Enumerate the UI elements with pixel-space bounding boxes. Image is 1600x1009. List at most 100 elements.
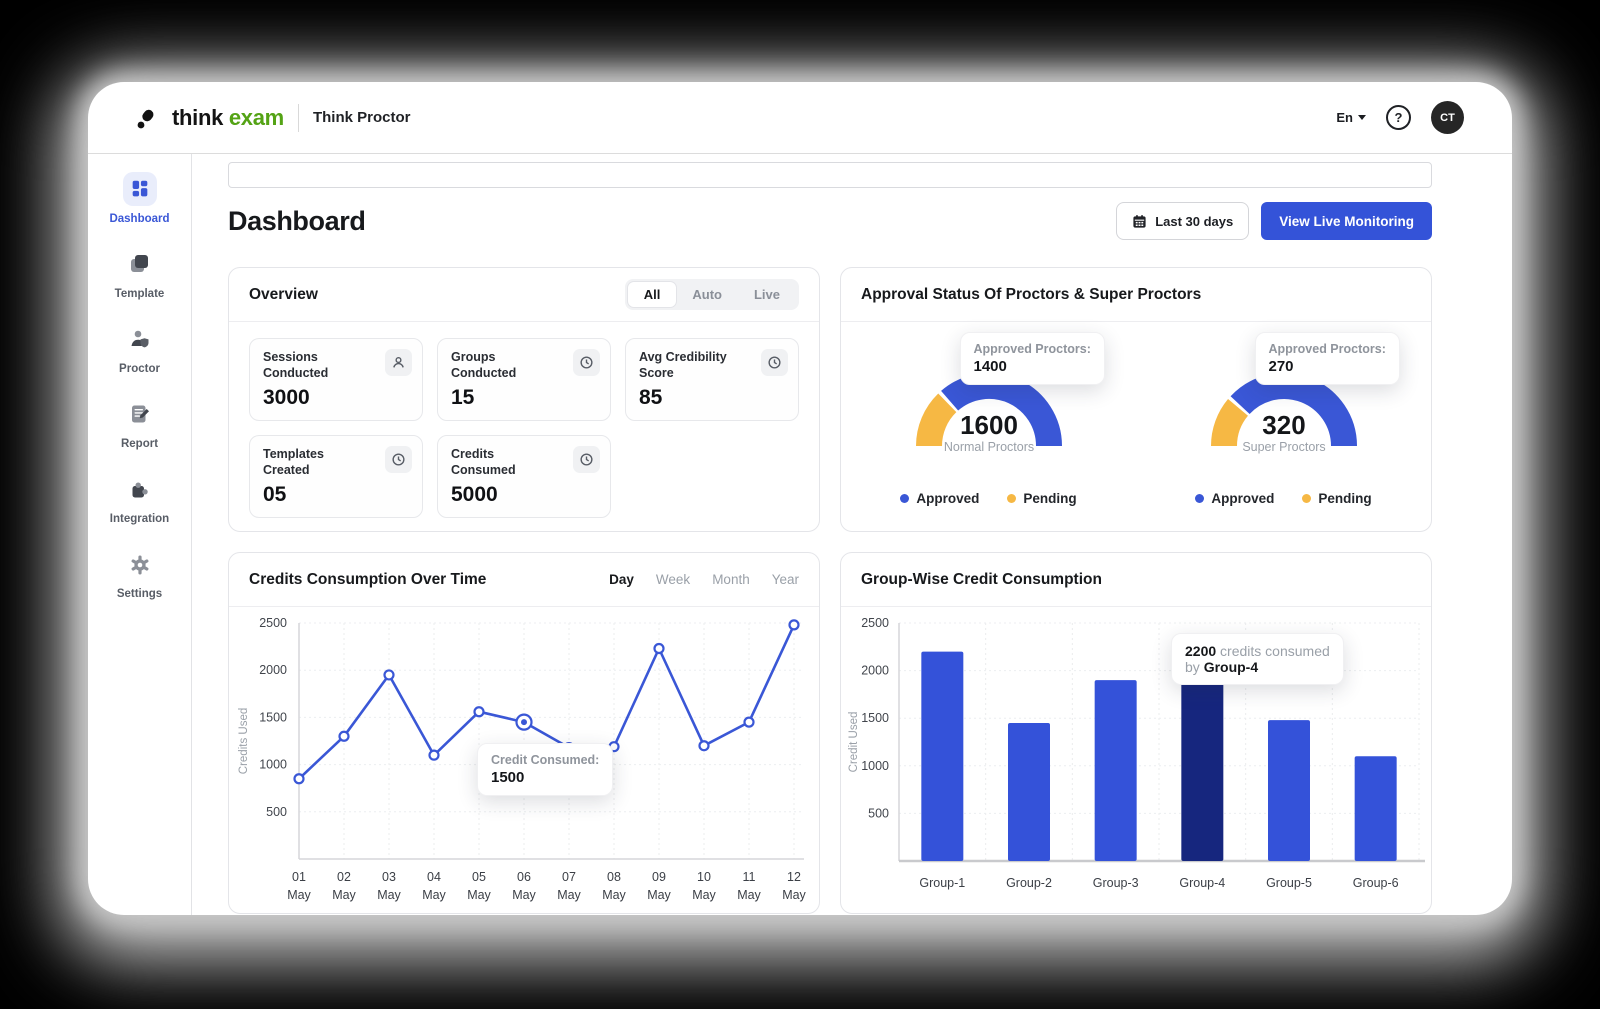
app-window: think exam Think Proctor En ? CT Dashboa…: [88, 82, 1512, 915]
approval-status-title: Approval Status Of Proctors & Super Proc…: [861, 285, 1202, 303]
data-point[interactable]: [743, 716, 755, 728]
stat-label: Credits Consumed: [451, 447, 516, 477]
line-tab-day[interactable]: Day: [609, 572, 634, 587]
legend-dot-icon: [1007, 494, 1017, 503]
header-actions: Last 30 days View Live Monitoring: [1116, 202, 1432, 240]
svg-text:May: May: [332, 888, 356, 902]
data-point[interactable]: [338, 730, 350, 742]
brand: think exam Think Proctor: [136, 103, 411, 132]
clock-icon: [761, 349, 788, 376]
bar-group-1[interactable]: [921, 651, 964, 861]
product-name: Think Proctor: [312, 109, 411, 126]
date-filter-button[interactable]: Last 30 days: [1116, 202, 1250, 240]
line-chart[interactable]: 500 1000 1500 2000 2500 Credits Used 01 May 02 Ma…: [229, 607, 819, 915]
clock-icon: [573, 349, 600, 376]
data-point[interactable]: [788, 619, 800, 631]
legend-dot-icon: [1195, 494, 1205, 503]
y-tick-label: 1500: [259, 710, 287, 724]
think-exam-logo-icon: [136, 106, 158, 130]
stat-label: Groups Conducted: [451, 350, 517, 380]
x-tick-label: Group-6: [1353, 876, 1399, 890]
bar-group-5[interactable]: [1268, 720, 1310, 861]
bar-group-6[interactable]: [1354, 756, 1397, 861]
header-divider: [297, 103, 299, 132]
x-tick-label: 06: [517, 870, 531, 884]
sidebar-item-settings[interactable]: Settings: [88, 547, 191, 600]
help-icon[interactable]: ?: [1386, 105, 1411, 130]
stat-card-groups-conducted: Groups Conducted 15: [437, 338, 611, 421]
sidebar-item-label: Dashboard: [109, 213, 170, 225]
bar-chart[interactable]: 500 1000 1500 2000 2500 Credit Used Group-1 Gro…: [841, 607, 1431, 915]
chevron-down-icon: [1358, 115, 1366, 120]
sidebar-item-label: Report: [120, 438, 159, 450]
line-chart-tooltip: Credit Consumed: 1500: [477, 743, 614, 796]
line-chart-svg[interactable]: 500 1000 1500 2000 2500 Credits Used 01 May 02 Ma…: [229, 607, 819, 913]
credits-over-time-card: Credits Consumption Over Time Day Week Mon…: [228, 552, 820, 914]
gauge-normal-proctors: 1600 Normal Proctors Approved Proctors: 140…: [864, 332, 1114, 506]
proctor-icon: [123, 322, 157, 356]
svg-text:May: May: [782, 888, 806, 902]
language-dropdown[interactable]: En: [1336, 110, 1366, 125]
x-tick-label: Group-5: [1266, 876, 1312, 890]
tooltip-group: Group-4: [1203, 659, 1259, 675]
data-point[interactable]: [293, 773, 305, 785]
svg-text:May: May: [512, 888, 536, 902]
page-title: Dashboard: [228, 205, 366, 236]
svg-text:Normal Proctors: Normal Proctors: [943, 440, 1033, 454]
brand-wordmark: think exam: [172, 104, 284, 130]
data-point[interactable]: [473, 706, 485, 718]
sidebar-item-template[interactable]: Template: [88, 247, 191, 300]
tooltip-value: 1400: [973, 358, 1007, 375]
x-tick-label: 01: [292, 870, 306, 884]
data-point[interactable]: [698, 740, 710, 752]
bar-group-4[interactable]: [1181, 651, 1224, 861]
y-tick-label: 2500: [861, 616, 889, 630]
overview-tab-auto[interactable]: Auto: [692, 287, 722, 302]
sidebar-item-dashboard[interactable]: Dashboard: [88, 172, 191, 225]
stat-value: 3000: [263, 386, 310, 409]
bar-chart-svg[interactable]: 500 1000 1500 2000 2500 Credit Used Group-1 Gro…: [841, 607, 1431, 913]
data-point[interactable]: [428, 749, 440, 761]
top-right-controls: En ? CT: [1336, 101, 1464, 134]
bar-group-2[interactable]: [1008, 723, 1050, 861]
line-tab-year[interactable]: Year: [771, 572, 799, 587]
x-tick-label: Group-2: [1006, 876, 1052, 890]
stat-value: 5000: [451, 483, 498, 506]
line-tab-month[interactable]: Month: [712, 572, 750, 587]
tooltip-label: Approved Proctors:: [973, 342, 1091, 356]
dashboard-icon: [122, 172, 157, 206]
sidebar-item-integration[interactable]: Integration: [88, 472, 191, 525]
legend-item-approved: Approved: [900, 491, 979, 506]
svg-text:May: May: [647, 888, 671, 902]
y-tick-label: 1500: [861, 711, 889, 725]
y-tick-label: 500: [868, 806, 889, 820]
overview-tab-all[interactable]: All: [627, 282, 677, 307]
bar-chart-tooltip: 2200 credits consumed by Group-4: [1171, 633, 1344, 685]
svg-text:May: May: [557, 888, 581, 902]
line-tab-week[interactable]: Week: [655, 572, 691, 587]
content-area: Dashboard: [192, 154, 1512, 915]
avatar[interactable]: CT: [1431, 101, 1464, 134]
bar-group-3[interactable]: [1094, 680, 1137, 861]
view-live-monitoring-button[interactable]: View Live Monitoring: [1261, 202, 1432, 240]
y-tick-label: 2000: [861, 664, 889, 678]
stat-label: Sessions Conducted: [263, 350, 329, 380]
title-row: Dashboard: [228, 202, 1432, 240]
svg-text:320: 320: [1262, 410, 1305, 440]
legend-item-pending: Pending: [1007, 491, 1077, 506]
stat-card-templates-created: Templates Created 05: [249, 435, 423, 518]
stat-value: 15: [451, 386, 475, 409]
stat-card-avg-credibility-score: Avg Credibility Score 85: [625, 338, 799, 421]
data-point[interactable]: [653, 642, 665, 655]
data-point[interactable]: [383, 669, 395, 681]
integration-icon: [123, 472, 157, 506]
svg-text:May: May: [737, 888, 761, 902]
stat-label: Templates Created: [263, 447, 324, 477]
sidebar-item-label: Proctor: [119, 363, 160, 375]
overview-tab-live[interactable]: Live: [753, 287, 780, 302]
sidebar-item-report[interactable]: Report: [88, 397, 191, 450]
overview-tab-group: All Auto Live: [624, 279, 799, 310]
sidebar-item-proctor[interactable]: Proctor: [88, 322, 191, 375]
